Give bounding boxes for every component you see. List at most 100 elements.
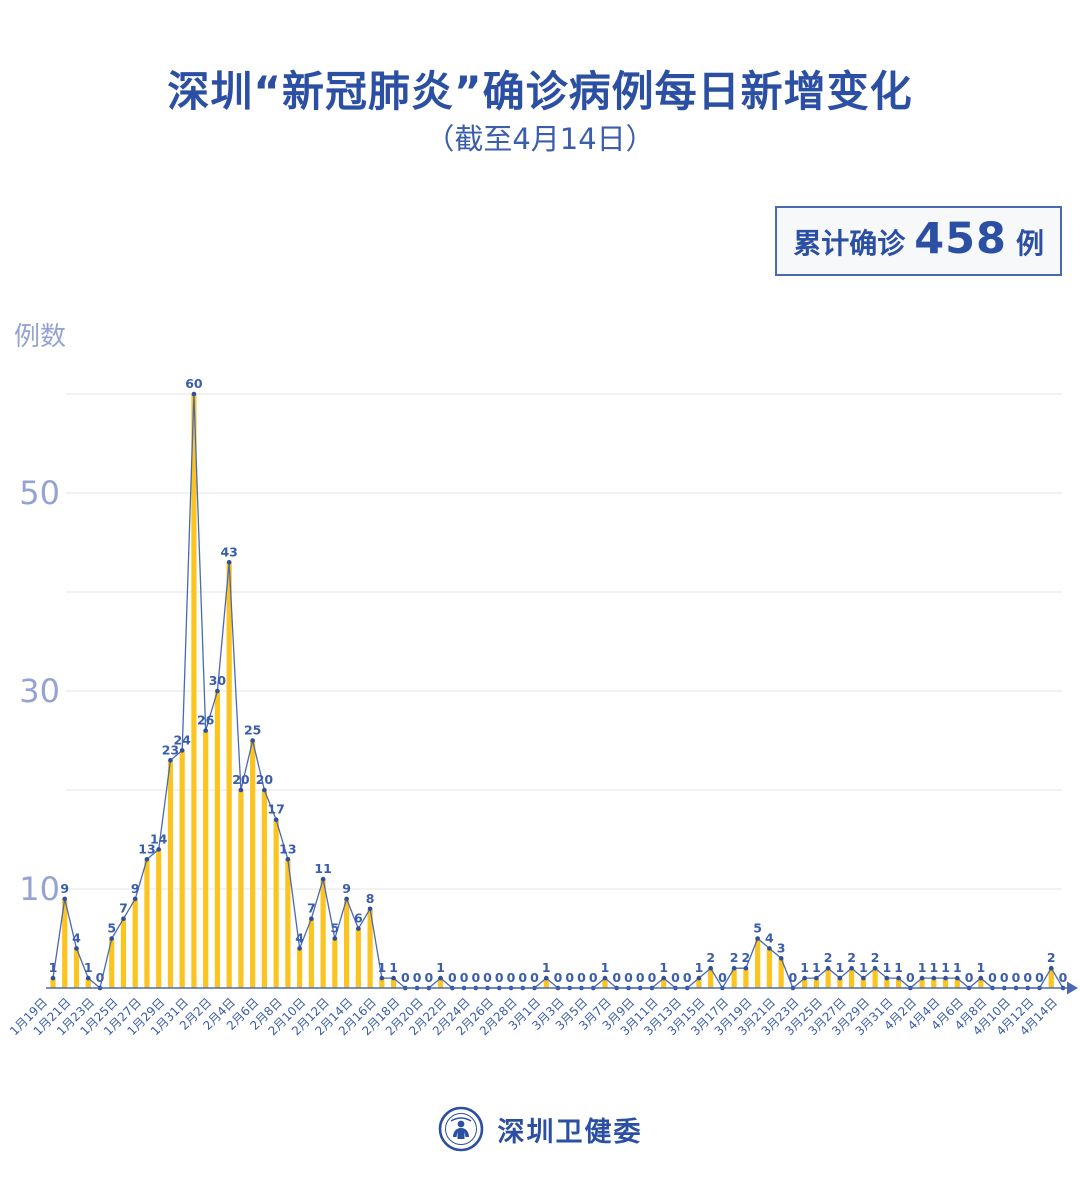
svg-text:0: 0 [648, 970, 657, 985]
svg-text:0: 0 [401, 970, 410, 985]
svg-text:4: 4 [295, 930, 304, 945]
footer-brand-text: 深圳卫健委 [497, 1116, 643, 1148]
svg-text:0: 0 [718, 970, 727, 985]
svg-text:0: 0 [471, 970, 480, 985]
svg-text:0: 0 [577, 970, 586, 985]
svg-text:2: 2 [742, 950, 751, 965]
svg-text:13: 13 [279, 841, 296, 856]
svg-text:0: 0 [636, 970, 645, 985]
svg-text:5: 5 [753, 921, 762, 936]
svg-text:2: 2 [730, 950, 739, 965]
svg-text:0: 0 [1000, 970, 1009, 985]
svg-text:0: 0 [988, 970, 997, 985]
svg-text:30: 30 [209, 673, 227, 688]
svg-text:10: 10 [19, 870, 60, 908]
svg-text:7: 7 [119, 901, 128, 916]
svg-text:0: 0 [906, 970, 915, 985]
svg-text:9: 9 [342, 881, 351, 896]
svg-text:43: 43 [220, 544, 237, 559]
y-axis-tick-labels: 10 30 50 [19, 474, 60, 908]
svg-text:0: 0 [507, 970, 516, 985]
svg-text:4: 4 [72, 930, 81, 945]
svg-text:0: 0 [448, 970, 457, 985]
svg-text:5: 5 [331, 921, 340, 936]
badge-suffix: 例 [1015, 227, 1044, 260]
svg-text:0: 0 [554, 970, 563, 985]
badge-prefix: 累计确诊 [793, 227, 906, 260]
svg-text:0: 0 [1012, 970, 1021, 985]
svg-text:25: 25 [244, 723, 261, 738]
bars [50, 394, 1054, 988]
svg-text:7: 7 [307, 901, 316, 916]
svg-text:13: 13 [138, 841, 155, 856]
x-axis-labels: 1月19日1月21日1月23日1月25日1月27日1月29日1月31日2月2日2… [7, 995, 1060, 1038]
svg-text:1: 1 [800, 960, 809, 975]
svg-text:0: 0 [565, 970, 574, 985]
cumulative-total-badge: 累计确诊 458 例 [775, 206, 1062, 276]
svg-text:0: 0 [495, 970, 504, 985]
svg-text:0: 0 [612, 970, 621, 985]
page-subtitle: （截至4月14日） [425, 122, 655, 156]
svg-text:0: 0 [1023, 970, 1032, 985]
svg-text:1: 1 [659, 960, 668, 975]
svg-text:8: 8 [366, 891, 375, 906]
svg-text:26: 26 [197, 713, 215, 728]
footer: 深圳卫健委 [0, 1106, 1080, 1152]
svg-text:0: 0 [424, 970, 433, 985]
badge-value: 458 [914, 214, 1007, 264]
svg-text:2: 2 [847, 950, 856, 965]
svg-text:9: 9 [131, 881, 140, 896]
svg-text:24: 24 [173, 732, 191, 747]
svg-text:1: 1 [377, 960, 386, 975]
svg-text:1: 1 [812, 960, 821, 975]
svg-text:14: 14 [150, 831, 168, 846]
value-labels: 1941057913142324602630432025201713471159… [49, 376, 1068, 985]
svg-text:0: 0 [1059, 970, 1068, 985]
svg-text:0: 0 [96, 970, 105, 985]
svg-text:0: 0 [624, 970, 633, 985]
svg-text:0: 0 [671, 970, 680, 985]
svg-text:1: 1 [859, 960, 868, 975]
svg-text:0: 0 [1035, 970, 1044, 985]
svg-text:0: 0 [589, 970, 598, 985]
svg-text:1: 1 [953, 960, 962, 975]
gridlines [66, 393, 1062, 890]
svg-text:50: 50 [19, 474, 60, 512]
svg-text:1: 1 [84, 960, 93, 975]
shenzhen-health-commission-logo-icon [438, 1106, 483, 1152]
svg-text:2: 2 [824, 950, 833, 965]
svg-text:4: 4 [765, 930, 774, 945]
svg-text:1: 1 [836, 960, 845, 975]
svg-text:20: 20 [232, 772, 250, 787]
svg-text:1: 1 [49, 960, 58, 975]
svg-text:0: 0 [789, 970, 798, 985]
svg-text:1: 1 [882, 960, 891, 975]
svg-text:9: 9 [60, 881, 69, 896]
svg-text:1: 1 [436, 960, 445, 975]
svg-text:1: 1 [941, 960, 950, 975]
svg-text:1: 1 [389, 960, 398, 975]
y-axis-title: 例数 [14, 322, 67, 352]
svg-text:1: 1 [601, 960, 610, 975]
svg-text:1: 1 [542, 960, 551, 975]
svg-text:0: 0 [483, 970, 492, 985]
svg-text:2: 2 [871, 950, 880, 965]
svg-text:6: 6 [354, 911, 363, 926]
svg-text:2: 2 [1047, 950, 1056, 965]
page-title: 深圳“新冠肺炎”确诊病例每日新增变化 [167, 67, 913, 116]
svg-text:30: 30 [19, 672, 60, 710]
svg-text:0: 0 [530, 970, 539, 985]
svg-text:1: 1 [929, 960, 938, 975]
svg-text:5: 5 [107, 921, 116, 936]
svg-text:60: 60 [185, 376, 203, 391]
svg-text:20: 20 [256, 772, 274, 787]
svg-text:0: 0 [518, 970, 527, 985]
svg-text:0: 0 [413, 970, 422, 985]
svg-text:0: 0 [683, 970, 692, 985]
svg-text:1: 1 [894, 960, 903, 975]
svg-text:0: 0 [460, 970, 469, 985]
x-axis-arrow-icon [1067, 981, 1078, 995]
svg-text:17: 17 [267, 802, 284, 817]
